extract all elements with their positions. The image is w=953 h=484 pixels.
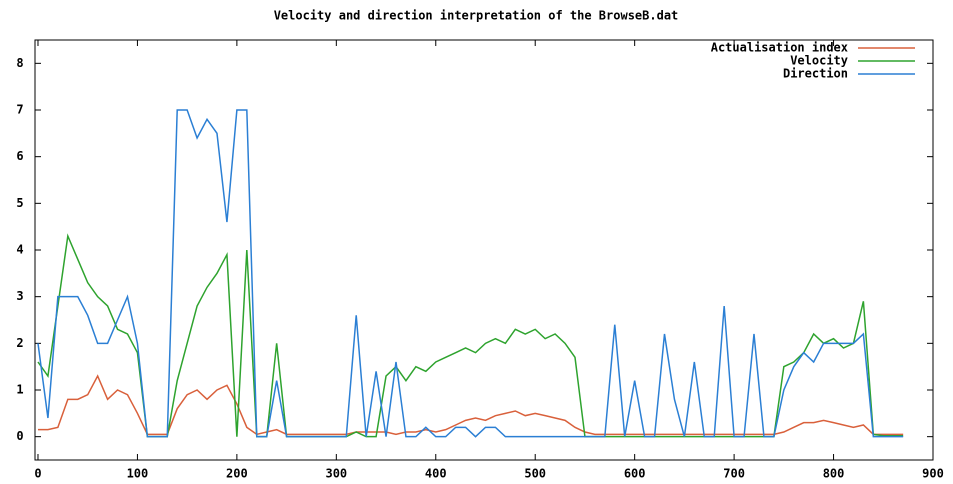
y-tick-label: 5 <box>16 196 23 210</box>
x-tick-label: 400 <box>425 467 447 481</box>
plot-frame <box>34 39 934 461</box>
data-line <box>37 109 904 438</box>
x-tick-label: 500 <box>524 467 546 481</box>
y-tick-label: 8 <box>16 56 23 70</box>
y-tick-label: 7 <box>16 103 23 117</box>
x-tick-label: 200 <box>226 467 248 481</box>
legend-label: Direction <box>783 67 848 81</box>
x-tick-label: 600 <box>624 467 646 481</box>
x-tick-label: 800 <box>823 467 845 481</box>
data-line <box>37 374 904 436</box>
x-tick-label: 100 <box>127 467 149 481</box>
x-tick-label: 700 <box>723 467 745 481</box>
y-tick-label: 0 <box>16 429 23 443</box>
y-tick-label: 4 <box>16 243 23 257</box>
y-tick-label: 6 <box>16 149 23 163</box>
y-tick-label: 3 <box>16 289 23 303</box>
chart-title: Velocity and direction interpretation of… <box>274 9 679 23</box>
x-tick-label: 0 <box>34 467 41 481</box>
legend-label: Velocity <box>790 54 848 68</box>
y-tick-label: 1 <box>16 383 23 397</box>
data-line <box>37 233 904 438</box>
y-tick-label: 2 <box>16 336 23 350</box>
x-tick-label: 300 <box>325 467 347 481</box>
legend-label: Actualisation index <box>711 41 848 55</box>
x-tick-label: 900 <box>922 467 944 481</box>
